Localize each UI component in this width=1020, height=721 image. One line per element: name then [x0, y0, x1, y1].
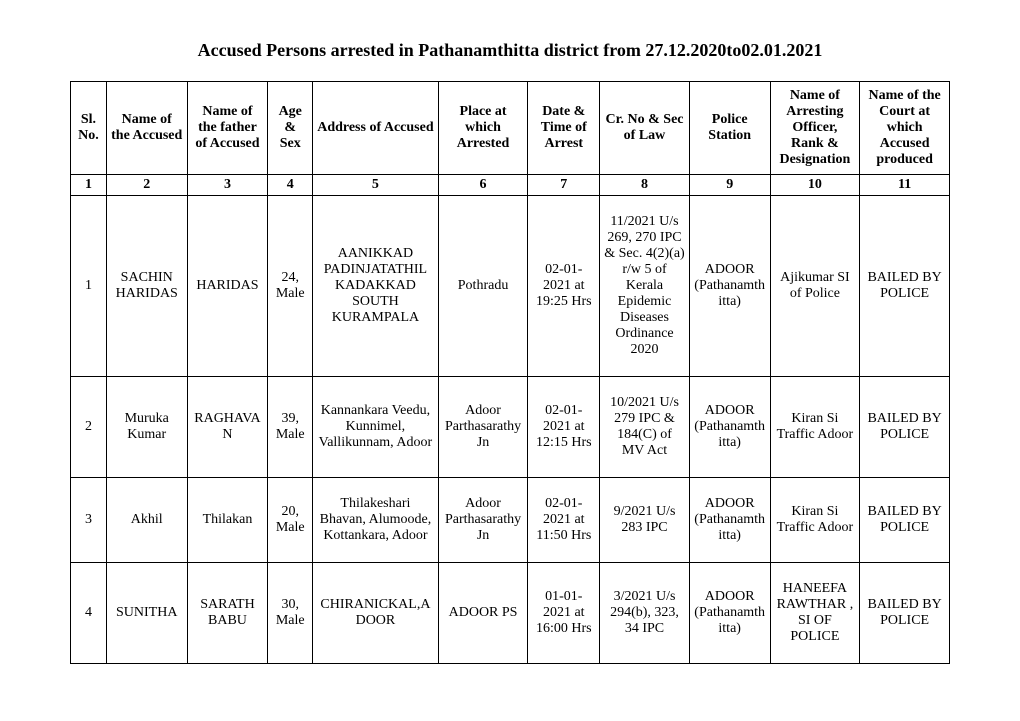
- cell-officer: Kiran Si Traffic Adoor: [770, 377, 860, 478]
- cell-court: BAILED BY POLICE: [860, 563, 950, 664]
- cell-station: ADOOR (Pathanamthitta): [689, 377, 770, 478]
- cell-father: SARATH BABU: [187, 563, 268, 664]
- col-officer: Name of Arresting Officer, Rank & Design…: [770, 82, 860, 175]
- cell-cr: 10/2021 U/s 279 IPC & 184(C) of MV Act: [600, 377, 690, 478]
- cell-officer: HANEEFA RAWTHAR , SI OF POLICE: [770, 563, 860, 664]
- cell-age: 20, Male: [268, 478, 313, 563]
- cell-date: 01-01-2021 at 16:00 Hrs: [528, 563, 600, 664]
- cell-date: 02-01-2021 at 11:50 Hrs: [528, 478, 600, 563]
- colnum: 8: [600, 175, 690, 196]
- cell-address: Kannankara Veedu, Kunnimel, Vallikunnam,…: [313, 377, 439, 478]
- colnum: 7: [528, 175, 600, 196]
- col-station: Police Station: [689, 82, 770, 175]
- table-row: 4 SUNITHA SARATH BABU 30, Male CHIRANICK…: [71, 563, 950, 664]
- header-row: Sl. No. Name of the Accused Name of the …: [71, 82, 950, 175]
- cell-place: Adoor Parthasarathy Jn: [438, 377, 528, 478]
- col-sl: Sl. No.: [71, 82, 107, 175]
- page-title: Accused Persons arrested in Pathanamthit…: [70, 40, 950, 61]
- cell-officer: Ajikumar SI of Police: [770, 196, 860, 377]
- cell-date: 02-01-2021 at 12:15 Hrs: [528, 377, 600, 478]
- colnum: 10: [770, 175, 860, 196]
- table-body: 1 SACHIN HARIDAS HARIDAS 24, Male AANIKK…: [71, 196, 950, 664]
- cell-place: Pothradu: [438, 196, 528, 377]
- col-address: Address of Accused: [313, 82, 439, 175]
- cell-station: ADOOR (Pathanamthitta): [689, 196, 770, 377]
- table-row: 1 SACHIN HARIDAS HARIDAS 24, Male AANIKK…: [71, 196, 950, 377]
- cell-sl: 1: [71, 196, 107, 377]
- cell-cr: 3/2021 U/s 294(b), 323, 34 IPC: [600, 563, 690, 664]
- cell-station: ADOOR (Pathanamthitta): [689, 478, 770, 563]
- cell-address: CHIRANICKAL,ADOOR: [313, 563, 439, 664]
- colnum: 1: [71, 175, 107, 196]
- cell-accused: Akhil: [106, 478, 187, 563]
- colnum: 9: [689, 175, 770, 196]
- cell-sl: 2: [71, 377, 107, 478]
- colnum: 2: [106, 175, 187, 196]
- cell-age: 24, Male: [268, 196, 313, 377]
- cell-date: 02-01-2021 at 19:25 Hrs: [528, 196, 600, 377]
- colnum: 11: [860, 175, 950, 196]
- cell-court: BAILED BY POLICE: [860, 377, 950, 478]
- col-place: Place at which Arrested: [438, 82, 528, 175]
- cell-officer: Kiran Si Traffic Adoor: [770, 478, 860, 563]
- table-row: 2 Muruka Kumar RAGHAVAN 39, Male Kannank…: [71, 377, 950, 478]
- cell-address: Thilakeshari Bhavan, Alumoode, Kottankar…: [313, 478, 439, 563]
- col-age: Age & Sex: [268, 82, 313, 175]
- colnum: 6: [438, 175, 528, 196]
- cell-age: 30, Male: [268, 563, 313, 664]
- cell-court: BAILED BY POLICE: [860, 478, 950, 563]
- cell-place: ADOOR PS: [438, 563, 528, 664]
- cell-sl: 4: [71, 563, 107, 664]
- cell-accused: SUNITHA: [106, 563, 187, 664]
- cell-father: HARIDAS: [187, 196, 268, 377]
- cell-station: ADOOR (Pathanamthitta): [689, 563, 770, 664]
- col-accused: Name of the Accused: [106, 82, 187, 175]
- cell-accused: SACHIN HARIDAS: [106, 196, 187, 377]
- cell-accused: Muruka Kumar: [106, 377, 187, 478]
- col-date: Date & Time of Arrest: [528, 82, 600, 175]
- cell-cr: 11/2021 U/s 269, 270 IPC & Sec. 4(2)(a) …: [600, 196, 690, 377]
- cell-father: Thilakan: [187, 478, 268, 563]
- header-number-row: 1 2 3 4 5 6 7 8 9 10 11: [71, 175, 950, 196]
- cell-address: AANIKKAD PADINJATATHIL KADAKKAD SOUTH KU…: [313, 196, 439, 377]
- cell-sl: 3: [71, 478, 107, 563]
- table-row: 3 Akhil Thilakan 20, Male Thilakeshari B…: [71, 478, 950, 563]
- arrest-table: Sl. No. Name of the Accused Name of the …: [70, 81, 950, 664]
- colnum: 3: [187, 175, 268, 196]
- col-cr: Cr. No & Sec of Law: [600, 82, 690, 175]
- cell-cr: 9/2021 U/s 283 IPC: [600, 478, 690, 563]
- colnum: 5: [313, 175, 439, 196]
- col-court: Name of the Court at which Accused produ…: [860, 82, 950, 175]
- col-father: Name of the father of Accused: [187, 82, 268, 175]
- cell-father: RAGHAVAN: [187, 377, 268, 478]
- cell-age: 39, Male: [268, 377, 313, 478]
- cell-place: Adoor Parthasarathy Jn: [438, 478, 528, 563]
- colnum: 4: [268, 175, 313, 196]
- cell-court: BAILED BY POLICE: [860, 196, 950, 377]
